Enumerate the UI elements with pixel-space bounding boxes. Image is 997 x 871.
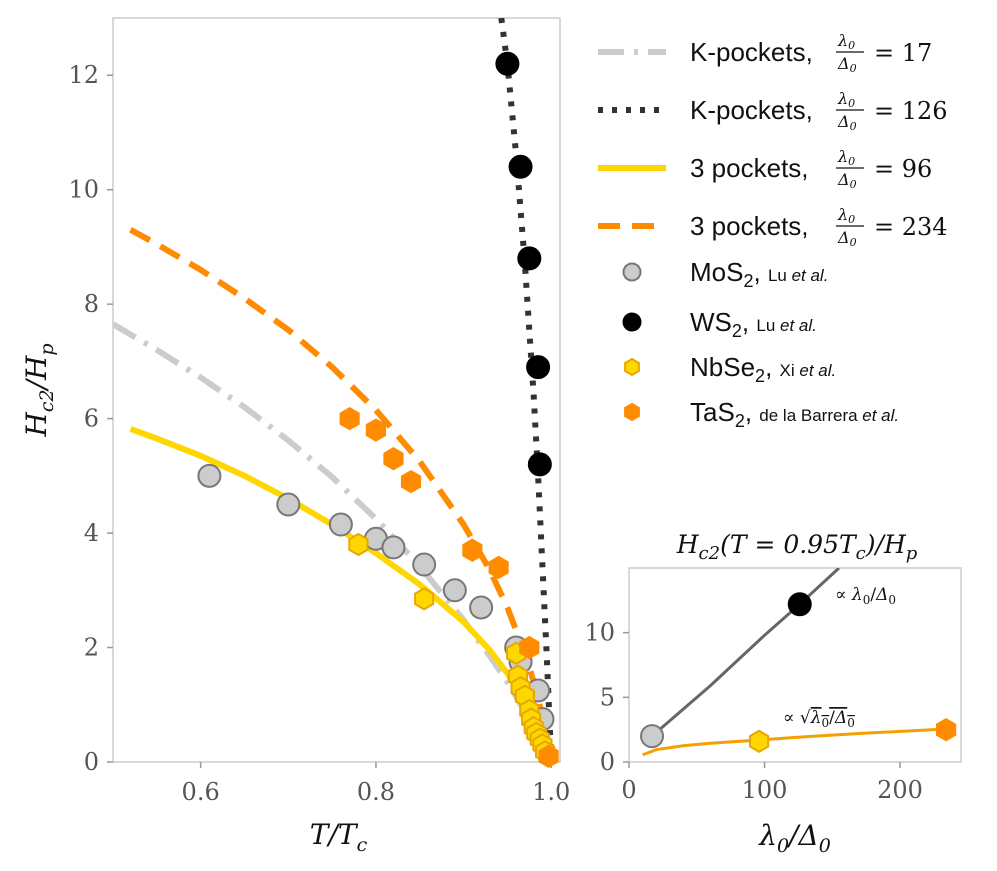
data-point-3 — [365, 418, 386, 442]
legend-label: K-pockets, — [690, 37, 813, 67]
inset-annotation-sqrt: ∝ √λ0/Δ0 — [783, 708, 855, 730]
data-point-3 — [383, 447, 404, 471]
inset-x-axis-label: λ0/Δ0 — [758, 819, 831, 857]
y-axis-label: Hc2/Hp — [20, 343, 58, 437]
data-point-3 — [538, 744, 559, 768]
legend-frac-num: λ0 — [837, 205, 855, 226]
data-point-3 — [488, 555, 509, 580]
legend-frac-num: λ0 — [837, 147, 855, 168]
inset-y-tick-label: 5 — [600, 683, 615, 711]
inset-x-tick-label: 0 — [621, 776, 636, 804]
legend-label: 3 pockets, — [690, 211, 809, 241]
legend-label: K-pockets, — [690, 95, 813, 125]
inset-y-tick-label: 10 — [584, 619, 615, 647]
legend-frac-num: λ0 — [837, 89, 855, 110]
data-point-1 — [527, 452, 552, 477]
y-tick-label: 2 — [84, 634, 99, 662]
legend-ratio: = 17 — [874, 39, 932, 67]
data-point-0 — [328, 512, 353, 537]
data-point-3 — [462, 538, 483, 562]
legend-ratio: = 234 — [874, 213, 948, 241]
main-plot: 0.6 0.8 1.0 0 2 4 6 8 10 12 T/Tc Hc2/Hp — [20, 17, 570, 856]
inset-title: Hc2(T = 0.95Tc)/Hp — [676, 530, 918, 564]
data-point-0 — [276, 492, 301, 517]
legend-frac-den: Δ0 — [837, 170, 857, 191]
x-axis-label: T/Tc — [310, 818, 368, 856]
plot-frame — [112, 17, 561, 763]
legend-label: TaS2, de la Barrera et al. — [690, 397, 899, 431]
inset-plot: Hc2(T = 0.95Tc)/Hp 0 100 200 0 5 10 λ0/Δ0 ∝ λ0/Δ… — [584, 530, 962, 857]
inset-data-point — [936, 718, 957, 742]
inset-data-point — [640, 724, 665, 749]
inset-data-point — [787, 592, 812, 617]
legend-label: NbSe2, Xi et al. — [690, 352, 836, 386]
inset-series-line-0 — [651, 568, 841, 738]
data-point-0 — [381, 535, 406, 560]
legend-ratio: = 126 — [874, 97, 948, 125]
inset-annotation-linear: ∝ λ0/Δ0 — [835, 585, 896, 607]
data-point-2 — [414, 587, 435, 611]
legend-frac-den: Δ0 — [837, 112, 857, 133]
legend-frac-num: λ0 — [837, 31, 855, 52]
inset-curves — [642, 568, 947, 757]
legend-frac-den: Δ0 — [837, 54, 857, 75]
legend-marker — [624, 357, 640, 377]
legend-marker — [624, 402, 640, 422]
legend-label: WS2, Lu et al. — [690, 307, 817, 341]
inset-series-line-1 — [642, 727, 947, 757]
y-tick-label: 0 — [84, 748, 99, 776]
x-tick-label: 1.0 — [532, 778, 570, 806]
data-point-0 — [197, 463, 222, 488]
data-point-0 — [412, 552, 437, 577]
legend-marker — [622, 312, 642, 332]
inset-frame — [628, 567, 962, 763]
inset-x-tick-label: 200 — [877, 776, 923, 804]
data-point-1 — [517, 246, 542, 271]
data-point-2 — [348, 532, 369, 557]
series-line-3 — [129, 227, 555, 762]
x-tick-label: 0.8 — [357, 778, 395, 806]
y-tick-label: 8 — [84, 290, 99, 318]
data-point-0 — [442, 578, 467, 603]
y-tick-label: 6 — [84, 405, 99, 433]
data-point-0 — [469, 595, 494, 620]
data-point-1 — [508, 154, 533, 179]
inset-data-point — [749, 729, 770, 753]
inset-y-tick-label: 0 — [600, 748, 615, 776]
y-tick-label: 10 — [68, 176, 99, 204]
legend-ratio: = 96 — [874, 155, 932, 183]
y-tick-label: 12 — [68, 61, 99, 89]
data-point-1 — [526, 355, 551, 380]
legend-label: MoS2, Lu et al. — [690, 257, 828, 291]
inset-x-tick-label: 100 — [742, 776, 788, 804]
legend-marker — [622, 262, 642, 282]
x-tick-label: 0.6 — [182, 778, 220, 806]
data-point-3 — [400, 469, 422, 494]
data-point-3 — [339, 406, 360, 431]
legend-frac-den: Δ0 — [837, 228, 857, 249]
data-point-1 — [495, 51, 520, 76]
legend-label: 3 pockets, — [690, 153, 809, 183]
data-point-3 — [519, 635, 540, 660]
series-line-1 — [498, 18, 555, 762]
series-line-0 — [113, 321, 554, 762]
y-tick-label: 4 — [84, 519, 99, 547]
curves — [113, 18, 555, 762]
series-line-2 — [129, 426, 555, 762]
